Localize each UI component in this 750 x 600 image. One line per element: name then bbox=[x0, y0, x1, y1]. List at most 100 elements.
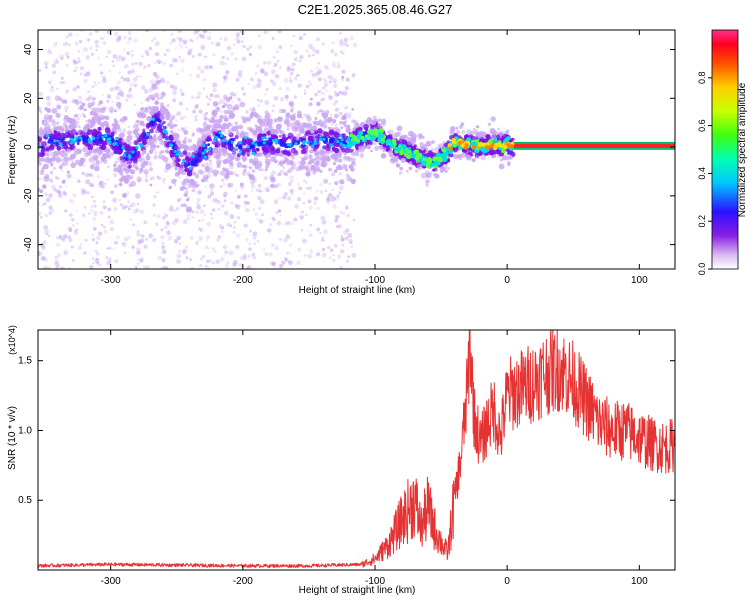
spectrogram-point bbox=[303, 144, 309, 150]
spectrogram-point bbox=[313, 140, 317, 144]
spectrogram-point bbox=[351, 161, 355, 165]
spectrogram-point bbox=[94, 210, 97, 214]
spectrogram-point bbox=[296, 133, 302, 138]
spectrogram-point bbox=[59, 142, 63, 146]
spectrogram-point bbox=[284, 157, 289, 163]
spectrogram-point bbox=[225, 150, 229, 154]
spectrogram-point bbox=[210, 41, 215, 45]
spectrogram-point bbox=[182, 186, 186, 190]
spectrogram-point bbox=[243, 45, 247, 48]
spectrogram-point bbox=[314, 116, 318, 121]
spectrogram-point bbox=[461, 129, 466, 135]
spectrogram-point bbox=[242, 153, 246, 157]
spectrogram-point bbox=[62, 122, 68, 127]
spectrogram-point bbox=[96, 137, 103, 144]
spectrogram-point bbox=[166, 230, 171, 235]
spectrogram-point bbox=[279, 213, 282, 217]
spectrogram-point bbox=[38, 91, 43, 97]
spectrogram-point bbox=[237, 153, 241, 158]
spectrogram-point bbox=[332, 102, 337, 107]
spectrogram-point bbox=[487, 122, 491, 126]
spectrogram-point bbox=[466, 129, 472, 135]
spectrogram-point bbox=[232, 154, 238, 160]
spectrogram-point bbox=[163, 213, 167, 216]
spectrogram-point bbox=[263, 30, 268, 35]
spectrogram-point bbox=[302, 192, 306, 195]
spectrogram-point bbox=[434, 160, 439, 165]
spectrogram-point bbox=[272, 104, 275, 108]
spectrogram-point bbox=[282, 195, 287, 200]
spectrogram-point bbox=[150, 176, 155, 180]
spectrogram-point bbox=[166, 80, 170, 85]
spectrogram-point bbox=[223, 109, 229, 115]
spectrogram-point bbox=[406, 157, 412, 163]
spectrogram-point bbox=[431, 140, 435, 144]
spectrogram-point bbox=[234, 121, 239, 126]
spectrogram-point bbox=[112, 54, 118, 59]
snr-panel: -300 -200 -100 0 100 0.51.01.5 Height of str… bbox=[7, 325, 676, 596]
spectrogram-point bbox=[463, 145, 469, 150]
spectrogram-point bbox=[507, 162, 511, 166]
spectrogram-point bbox=[243, 169, 247, 173]
spectrogram-point bbox=[372, 115, 377, 120]
spectrogram-point bbox=[93, 112, 99, 118]
spectrogram-point bbox=[69, 213, 73, 217]
spectrogram-point bbox=[293, 95, 297, 99]
spectrogram-point bbox=[62, 80, 66, 84]
spectrogram-point bbox=[347, 255, 351, 259]
spectrogram-point bbox=[163, 265, 169, 269]
spectrogram-point bbox=[359, 124, 363, 127]
spectrogram-point bbox=[323, 64, 329, 69]
spectrogram-point bbox=[277, 116, 282, 121]
spectrogram-point bbox=[256, 65, 259, 68]
spectrogram-point bbox=[301, 130, 305, 134]
spectrogram-point bbox=[98, 150, 104, 156]
spectrogram-point bbox=[108, 106, 115, 112]
spectrogram-point bbox=[350, 245, 353, 248]
spectrogram-point bbox=[298, 35, 303, 41]
spectrogram-point bbox=[369, 142, 373, 146]
spectrogram-point bbox=[94, 259, 100, 264]
spectrogram-point bbox=[176, 152, 180, 156]
spectrogram-point bbox=[304, 91, 307, 94]
spectrogram-point bbox=[345, 259, 350, 263]
spectrogram-point bbox=[254, 212, 258, 216]
spectrogram-point bbox=[153, 37, 157, 41]
spectrogram-point bbox=[207, 147, 211, 151]
spectrogram-point bbox=[238, 124, 244, 130]
spectrogram-point bbox=[282, 141, 287, 146]
spectrogram-point bbox=[144, 65, 147, 68]
spectrogram-point bbox=[56, 87, 59, 91]
spectrogram-point bbox=[127, 165, 131, 169]
spectrogram-point bbox=[114, 258, 119, 264]
spectrogram-point bbox=[226, 103, 233, 110]
spectrogram-point bbox=[239, 101, 246, 108]
spectrogram-point bbox=[57, 135, 62, 139]
spectrogram-point bbox=[257, 163, 263, 168]
spectrogram-point bbox=[75, 66, 78, 69]
spectrogram-point bbox=[475, 132, 479, 137]
spectrogram-point bbox=[221, 127, 226, 132]
spectrogram-point bbox=[266, 162, 270, 167]
spectrogram-point bbox=[82, 214, 86, 218]
spectrogram-point bbox=[293, 150, 299, 156]
chart-title: C2E1.2025.365.08.46.G27 bbox=[298, 2, 453, 17]
spectrogram-point bbox=[191, 188, 196, 193]
spectrogram-point bbox=[288, 143, 292, 147]
spectrogram-point bbox=[277, 209, 282, 213]
spectrogram-point bbox=[432, 173, 437, 177]
spectrogram-point bbox=[53, 139, 57, 143]
spectrogram-point bbox=[41, 166, 45, 170]
spectrogram-point bbox=[252, 151, 256, 156]
spectrogram-point bbox=[258, 206, 262, 210]
spectrogram-point bbox=[493, 137, 497, 141]
spectrogram-point bbox=[312, 148, 316, 152]
spectrogram-point bbox=[146, 53, 150, 57]
colorbar-tick-label: 0.0 bbox=[697, 263, 707, 276]
spectrogram-point bbox=[480, 154, 487, 161]
spectrogram-point bbox=[200, 258, 203, 261]
spectrogram-point bbox=[404, 141, 408, 145]
spectrogram-point bbox=[339, 39, 344, 44]
spectrogram-point bbox=[216, 199, 222, 205]
spectrogram-point bbox=[257, 78, 261, 83]
